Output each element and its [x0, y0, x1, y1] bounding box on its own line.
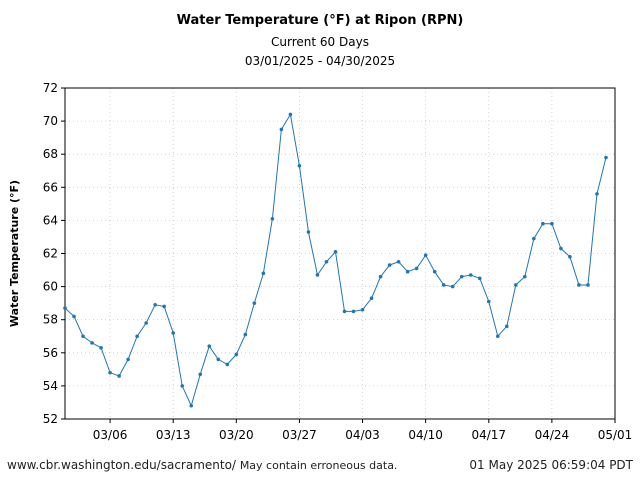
data-point: [568, 255, 572, 259]
data-point: [342, 309, 347, 314]
chart-subtitle: Current 60 Days: [271, 35, 369, 49]
data-point: [207, 344, 212, 348]
data-point: [270, 216, 275, 221]
data-point: [405, 269, 410, 274]
data-point: [586, 283, 590, 287]
data-point: [144, 321, 148, 325]
data-point: [162, 304, 166, 309]
x-tick-label: 04/03: [345, 428, 380, 442]
x-tick-label: 04/10: [408, 428, 443, 442]
y-tick-label: 56: [43, 346, 58, 360]
data-point: [514, 283, 518, 287]
data-point: [99, 346, 103, 350]
data-point: [414, 266, 419, 271]
data-point: [541, 221, 545, 226]
x-tick-label: 03/06: [93, 428, 128, 442]
data-point: [171, 331, 175, 335]
footer-url[interactable]: www.cbr.washington.edu/sacramento/: [7, 458, 236, 472]
data-point: [505, 324, 509, 329]
data-point: [225, 362, 230, 367]
data-point: [532, 236, 536, 241]
plot-frame: [64, 87, 616, 420]
x-tick-label: 03/13: [156, 428, 191, 442]
data-point: [324, 259, 329, 264]
y-tick-label: 60: [43, 280, 58, 294]
data-point: [396, 259, 401, 264]
y-tick-label: 54: [43, 379, 58, 393]
data-point: [180, 384, 185, 388]
y-tick-label: 64: [43, 213, 58, 227]
x-tick-label: 05/01: [598, 428, 633, 442]
data-point: [550, 221, 554, 226]
data-point: [189, 403, 194, 408]
data-point: [279, 127, 284, 132]
x-tick-label: 03/27: [282, 428, 317, 442]
data-point: [523, 274, 527, 279]
x-tick-label: 04/24: [535, 428, 570, 442]
y-tick-label: 52: [43, 412, 58, 426]
data-point: [559, 246, 563, 251]
data-point: [261, 271, 266, 276]
data-point: [288, 112, 293, 117]
data-point: [441, 283, 446, 287]
data-point: [360, 307, 365, 312]
data-point: [333, 250, 338, 254]
y-tick-label: 68: [43, 147, 58, 161]
data-point: [315, 273, 320, 277]
data-point: [72, 314, 76, 319]
data-point: [378, 274, 383, 279]
data-point: [306, 230, 311, 234]
data-point: [90, 341, 94, 345]
y-tick-label: 62: [43, 247, 58, 261]
data-point: [81, 334, 85, 339]
x-tick-label: 03/20: [219, 428, 254, 442]
data-point: [252, 301, 257, 305]
data-point: [198, 372, 203, 377]
x-tick-label: 04/17: [471, 428, 506, 442]
data-point: [486, 299, 491, 304]
data-point: [577, 283, 581, 287]
data-point: [243, 332, 248, 337]
data-point: [108, 370, 112, 375]
y-tick-label: 58: [43, 313, 58, 327]
y-tick-label: 72: [43, 81, 58, 95]
data-point: [495, 334, 500, 339]
data-point: [432, 269, 437, 274]
data-point: [216, 357, 221, 362]
chart-title: Water Temperature (°F) at Ripon (RPN): [176, 13, 464, 28]
data-point: [477, 276, 482, 281]
footer-left: www.cbr.washington.edu/sacramento/ May c…: [7, 458, 397, 472]
y-tick-label: 70: [43, 114, 58, 128]
data-point: [297, 163, 302, 168]
data-point: [126, 357, 130, 362]
series-line: [64, 113, 607, 408]
y-tick-label: 66: [43, 180, 58, 194]
footer-timestamp: 01 May 2025 06:59:04 PDT: [469, 458, 633, 472]
y-axis-label: Water Temperature (°F): [8, 180, 21, 327]
data-point: [459, 274, 464, 279]
data-point: [387, 263, 392, 267]
data-point: [234, 352, 239, 357]
chart-date-range: 03/01/2025 - 04/30/2025: [244, 54, 396, 68]
data-point: [351, 309, 356, 314]
data-point: [450, 284, 455, 289]
data-point: [63, 306, 67, 310]
data-point: [604, 155, 608, 160]
data-point: [595, 192, 599, 196]
data-point: [153, 303, 157, 307]
data-point: [423, 253, 428, 257]
data-point: [468, 273, 473, 277]
footer-note: May contain erroneous data.: [239, 459, 398, 472]
data-point: [117, 374, 121, 378]
data-point: [135, 334, 139, 339]
data-point: [369, 296, 374, 300]
